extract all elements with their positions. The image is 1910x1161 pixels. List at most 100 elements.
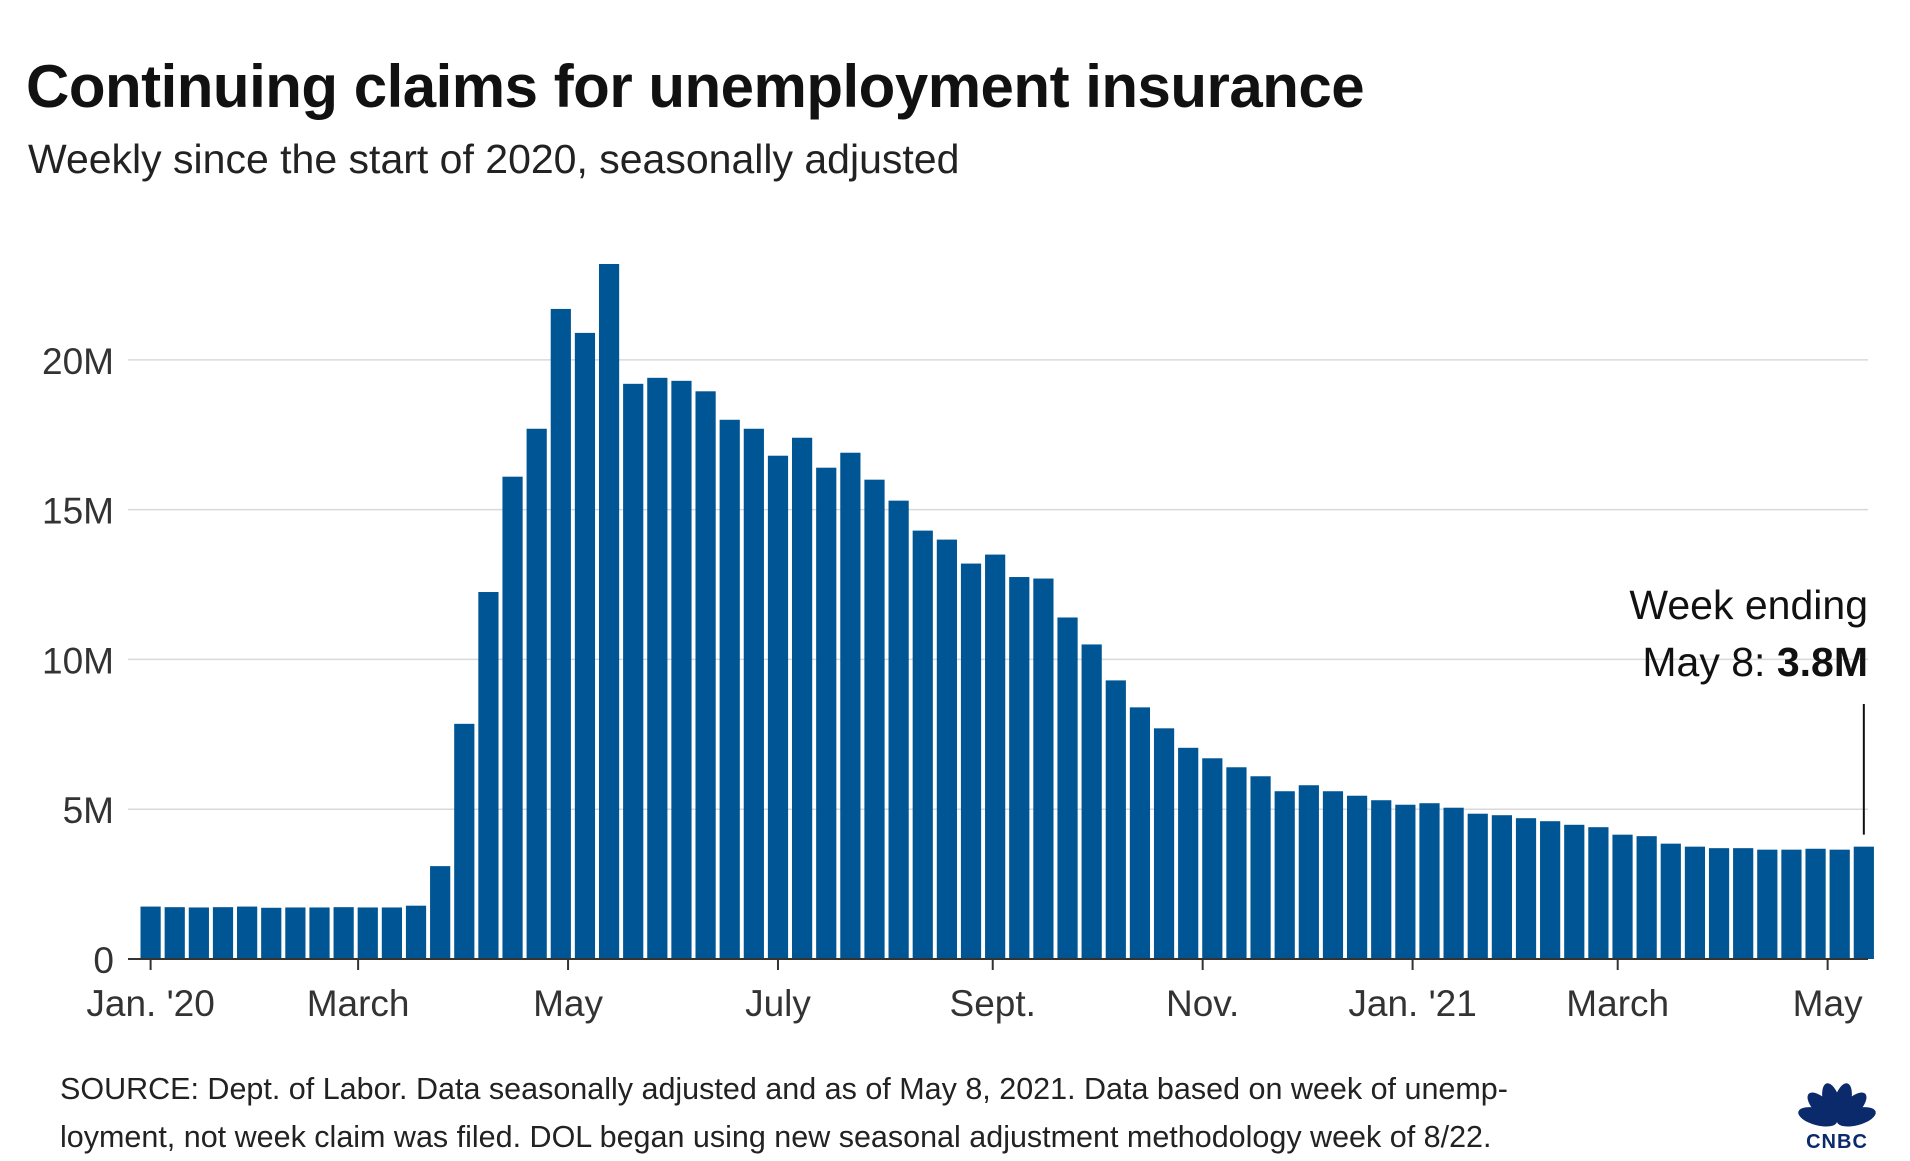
bar: [1081, 644, 1102, 959]
bar: [550, 308, 571, 959]
bar: [1347, 795, 1368, 959]
y-tick-label: 5M: [63, 790, 114, 831]
y-tick-label: 15M: [42, 491, 114, 532]
bar: [1564, 824, 1585, 959]
chart-subtitle: Weekly since the start of 2020, seasonal…: [28, 136, 960, 182]
bar: [792, 437, 813, 959]
x-tick-label: Jan. '21: [1348, 983, 1476, 1024]
annotation-line-1: Week ending: [1629, 582, 1868, 628]
annotation-date: May 8:: [1642, 639, 1776, 685]
latest-value-annotation: Week ending May 8: 3.8M: [1629, 582, 1868, 835]
bar: [1129, 707, 1151, 959]
bar: [1805, 848, 1826, 959]
bar: [1636, 836, 1657, 959]
bar: [623, 383, 644, 959]
bar: [1298, 785, 1319, 959]
bar: [478, 592, 499, 959]
bar: [695, 391, 716, 959]
bar: [1781, 849, 1802, 959]
chart-title: Continuing claims for unemployment insur…: [26, 53, 1365, 120]
bar: [357, 907, 378, 959]
x-axis: Jan. '20 March May July Sept. Nov. Jan. '21 Mar…: [86, 958, 1868, 1024]
bar: [1588, 827, 1609, 959]
y-tick-label: 10M: [42, 640, 114, 681]
bar: [1660, 843, 1681, 959]
bar: [985, 554, 1006, 959]
peacock-icon: [1798, 1083, 1876, 1127]
bar: [164, 907, 185, 959]
logo-wordmark: CNBC: [1806, 1131, 1868, 1152]
x-tick-label: Sept.: [950, 983, 1036, 1024]
bar: [1250, 776, 1271, 959]
bar: [1684, 846, 1706, 959]
bar: [936, 539, 957, 959]
bar: [598, 263, 620, 959]
bar: [1733, 848, 1754, 959]
bar: [864, 479, 885, 959]
bar: [405, 905, 427, 959]
bar: [1708, 848, 1730, 959]
bar: [454, 723, 475, 959]
y-tick-label: 0: [93, 940, 114, 981]
logo-feather: [1836, 1107, 1876, 1127]
x-tick-label: Nov.: [1166, 983, 1239, 1024]
y-axis-tick-labels: 0 5M 10M 15M 20M: [42, 341, 114, 981]
bar: [285, 907, 306, 959]
bar: [333, 907, 354, 959]
annotation-line-2: May 8: 3.8M: [1642, 639, 1868, 685]
bar: [261, 907, 282, 959]
bar: [1033, 578, 1054, 959]
bar: [430, 866, 451, 959]
bar: [309, 907, 330, 959]
bars: [140, 263, 1874, 960]
x-tick-label: July: [745, 983, 811, 1024]
bar: [912, 530, 933, 959]
source-line-2: loyment, not week claim was filed. DOL b…: [60, 1120, 1492, 1154]
bar: [1371, 800, 1392, 959]
bar: [381, 907, 402, 959]
bar: [1322, 791, 1344, 959]
x-tick-label: Jan. '20: [86, 983, 214, 1024]
bar: [1153, 728, 1175, 959]
bar: [1202, 758, 1223, 959]
bar: [671, 380, 692, 959]
bar: [574, 332, 596, 959]
bar: [1419, 803, 1440, 959]
bar: [188, 907, 209, 959]
bar: [1178, 747, 1199, 959]
bar: [1491, 815, 1512, 959]
bar: [1105, 680, 1126, 959]
bar: [719, 419, 740, 959]
bar: [1443, 807, 1464, 959]
bar: [1274, 791, 1295, 959]
x-tick-label: March: [1566, 983, 1669, 1024]
bar: [526, 428, 547, 960]
source-note: SOURCE: Dept. of Labor. Data seasonally …: [60, 1065, 1760, 1161]
x-tick-label: May: [533, 983, 603, 1024]
bar: [1467, 813, 1488, 959]
x-tick-label: March: [307, 983, 410, 1024]
bar: [502, 476, 523, 959]
bar: [1395, 804, 1416, 959]
bar: [237, 906, 258, 959]
annotation-value: 3.8M: [1777, 639, 1868, 685]
bar: [1853, 846, 1874, 959]
bar: [1757, 849, 1778, 959]
bar: [647, 377, 668, 959]
cnbc-peacock-logo: CNBC: [1798, 1083, 1876, 1152]
bar: [1612, 834, 1633, 959]
bar: [1540, 821, 1561, 959]
bar: [1829, 849, 1850, 959]
bar: [816, 467, 837, 959]
bar: [888, 500, 909, 959]
bar: [1515, 818, 1537, 959]
bar: [743, 428, 764, 960]
source-line-1: SOURCE: Dept. of Labor. Data seasonally …: [60, 1072, 1508, 1106]
y-tick-label: 20M: [42, 341, 114, 382]
bar: [1226, 767, 1247, 959]
bar: [1009, 577, 1030, 959]
bar: [767, 455, 789, 959]
x-tick-label: May: [1793, 983, 1863, 1024]
bar: [212, 907, 234, 959]
